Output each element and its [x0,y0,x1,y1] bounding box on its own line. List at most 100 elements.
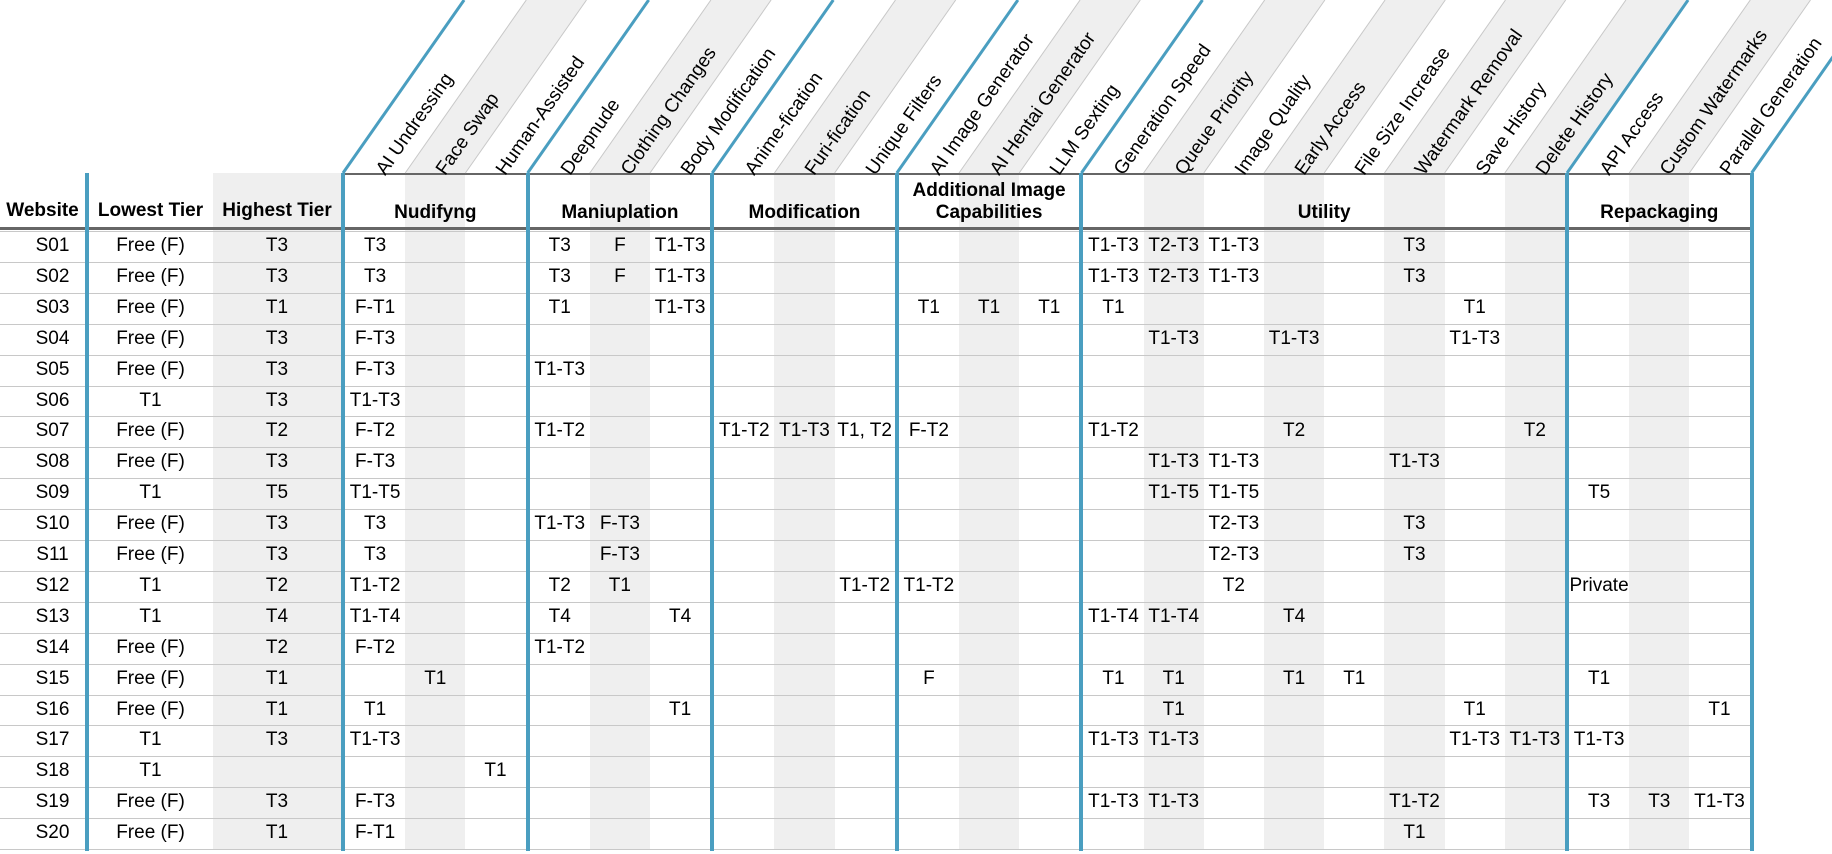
row-highest-tier: T4 [265,605,289,627]
feature-cell: T1 [548,296,571,318]
group-header-5: Repackaging [1600,202,1719,223]
feature-cell: T1-T2 [839,574,891,596]
diagonal-stripe [959,0,1141,173]
feature-cell: T1 [1038,296,1061,318]
diagonal-divider [1688,0,1811,174]
feature-cell: T3 [364,513,387,535]
diagonal-stripe [1143,0,1325,173]
row-lowest-tier: T1 [139,574,162,596]
feature-cell: F-T3 [355,358,396,380]
column-stripe [589,173,650,849]
row-site: S13 [35,605,70,627]
row-highest-tier: T3 [265,451,289,473]
diagonal-divider [1383,0,1506,174]
row-lowest-tier: Free (F) [116,791,185,813]
row-site: S01 [35,235,70,256]
diagonal-divider [958,0,1081,174]
row-site: S04 [35,327,70,349]
row-divider [0,293,1750,294]
column-stripe [405,173,466,849]
feature-cell: T1-T3 [1449,729,1501,751]
feature-cell: T1-T3 [1148,729,1200,751]
row-site: S08 [35,451,70,473]
row-site: S19 [35,791,70,813]
header-highest-tier: Highest Tier [222,200,332,221]
feature-cell: T5 [1588,482,1611,504]
row-highest-tier: T5 [265,482,289,504]
feature-cell: T1 [608,574,631,596]
row-lowest-tier: Free (F) [116,265,185,287]
feature-cell: F-T1 [355,822,396,844]
feature-cell: T2 [1523,420,1546,442]
row-site: S06 [35,389,70,411]
diagonal-divider [649,0,772,174]
row-divider [0,355,1750,356]
row-divider [0,509,1750,510]
feature-cell: T1-T3 [1148,791,1200,813]
row-divider [0,787,1750,788]
feature-cell: F-T3 [599,544,640,565]
feature-cell: F [614,235,626,256]
row-highest-tier: T3 [265,358,289,380]
feature-cell: T3 [364,544,387,565]
feature-cell: T1-T3 [1573,729,1625,751]
feature-cell: T2 [1283,420,1306,442]
row-highest-tier: T1 [265,698,289,720]
feature-cell: T3 [1403,265,1426,287]
feature-cell: F [614,265,626,287]
row-site: S11 [36,544,69,565]
feature-cell: T3 [548,265,571,287]
row-site: S18 [35,760,70,782]
feature-cell: T4 [1283,605,1306,627]
feature-cell: T1-T3 [534,513,586,535]
row-divider [0,386,1750,387]
row-divider [0,725,1750,726]
feature-cell: T1 [1162,667,1185,689]
feature-cell: T1 [1283,667,1306,689]
feature-cell: F-T3 [355,791,396,813]
row-lowest-tier: Free (F) [116,544,185,565]
column-stripe [1264,173,1325,849]
row-site: S16 [35,698,70,720]
diagonal-divider [895,0,1020,174]
row-site: S17 [35,729,70,751]
row-divider [0,571,1750,572]
row-highest-tier [213,756,341,786]
group-separator [1565,173,1569,851]
row-divider [0,478,1750,479]
group-separator [525,173,530,851]
row-lowest-tier: T1 [139,389,162,411]
row-divider [0,262,1750,263]
feature-cell: T1-T2 [349,574,401,596]
row-site: S03 [35,296,70,318]
row-lowest-tier: T1 [139,605,162,627]
row-highest-tier: T3 [265,327,289,349]
row-site: S09 [35,482,70,504]
diagonal-divider [464,0,587,174]
row-site: S12 [35,574,70,596]
feature-cell: T1-T3 [1208,235,1260,256]
row-lowest-tier: T1 [139,482,162,504]
diagonal-divider [1750,55,1832,174]
feature-cell: T3 [1403,513,1426,535]
feature-cell: T1-T3 [779,420,830,442]
row-highest-tier: T2 [265,420,289,442]
group-separator [1749,173,1754,851]
feature-cell: T1 [1162,698,1185,720]
group-separator [1079,173,1084,851]
row-lowest-tier: Free (F) [116,636,185,658]
feature-cell: T1-T3 [1268,327,1320,349]
feature-cell: T1 [1403,822,1426,844]
group-separator [85,173,89,851]
feature-cell: T1 [1343,667,1366,689]
diagonal-stripe [774,0,956,173]
feature-cell: T1 [1463,296,1486,318]
feature-cell: F-T3 [355,451,396,473]
feature-cell: T1-T2 [534,420,586,442]
row-divider [0,602,1750,603]
row-highest-tier: T3 [265,389,289,411]
diagonal-divider [1565,0,1690,174]
feature-cell: T1-T3 [534,358,586,380]
row-divider [0,849,1750,850]
feature-cell: T1-T3 [654,235,706,256]
